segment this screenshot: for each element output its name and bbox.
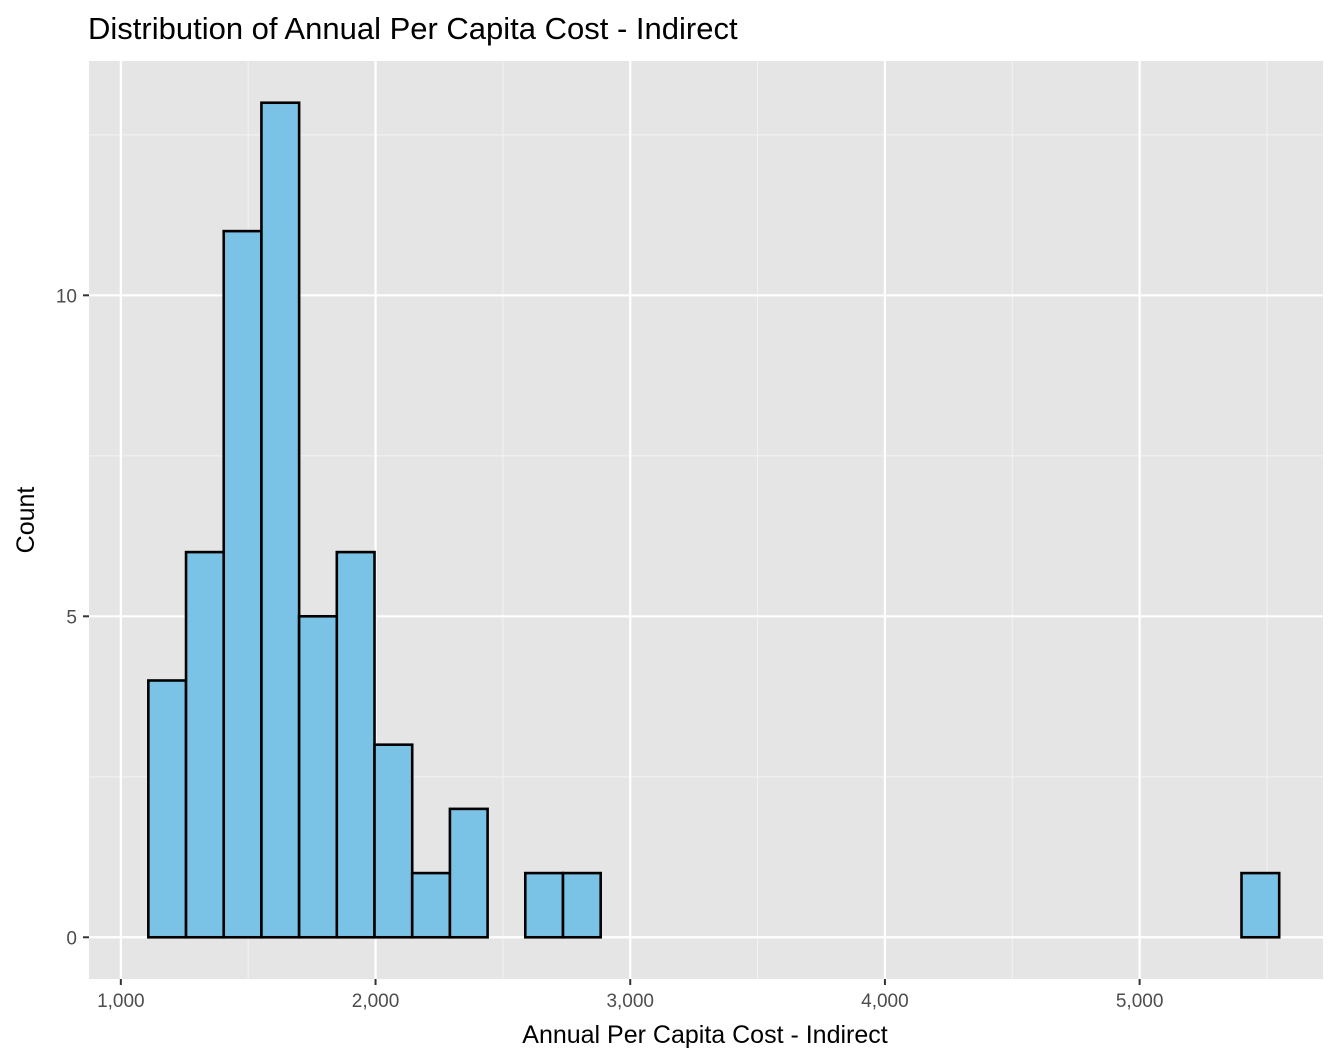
histogram-bar — [297, 614, 339, 939]
x-tick-label: 2,000 — [352, 991, 400, 1012]
histogram-bar — [184, 550, 226, 939]
histogram-bar — [335, 550, 376, 939]
histogram-bar — [147, 679, 188, 939]
x-tick-label: 5,000 — [1116, 991, 1164, 1012]
histogram-bar — [1240, 871, 1281, 939]
histogram-bar — [561, 871, 602, 939]
x-axis-ticks: 1,000 2,000 3,000 4,000 5,000 — [97, 979, 1163, 1012]
y-tick-label: 0 — [66, 928, 77, 949]
x-axis-title: Annual Per Capita Cost - Indirect — [522, 1021, 888, 1049]
x-tick-label: 3,000 — [606, 991, 654, 1012]
y-tick-label: 10 — [56, 286, 77, 307]
chart-title: Distribution of Annual Per Capita Cost -… — [88, 11, 738, 46]
histogram-bar — [222, 229, 263, 939]
histogram-bar — [448, 807, 489, 939]
histogram-bars — [147, 101, 1281, 939]
histogram-bar — [260, 101, 301, 939]
histogram-bar — [410, 871, 452, 939]
y-axis-title: Count — [12, 487, 40, 554]
histogram-bar — [523, 871, 565, 939]
y-axis-ticks: 0 5 10 — [56, 286, 89, 949]
y-tick-label: 5 — [66, 607, 77, 628]
x-tick-label: 4,000 — [861, 991, 909, 1012]
x-tick-label: 1,000 — [97, 991, 145, 1012]
histogram-bar — [373, 743, 414, 939]
